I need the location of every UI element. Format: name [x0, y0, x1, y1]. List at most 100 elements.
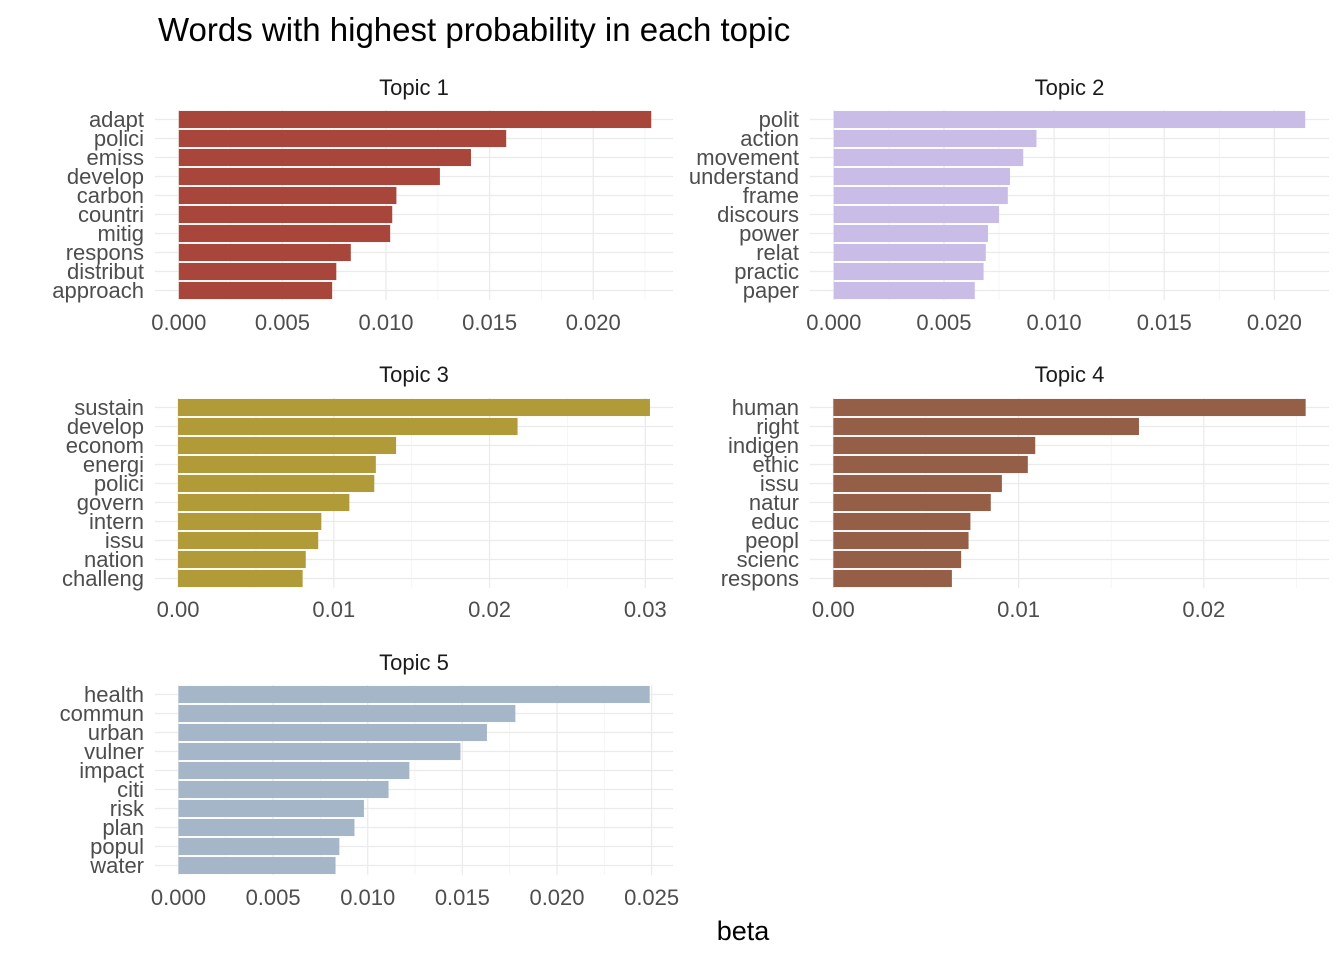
category-label: understand — [689, 164, 799, 189]
bar-urban — [178, 723, 487, 742]
bar-ethic — [833, 455, 1028, 474]
category-label: issu — [760, 471, 799, 496]
x-tick-label: 0.000 — [806, 310, 861, 335]
category-label: distribut — [67, 259, 144, 284]
category-label: intern — [89, 509, 144, 534]
bar-commun — [178, 704, 516, 723]
category-label: energi — [83, 452, 144, 477]
bar-polit — [833, 110, 1306, 129]
x-tick-label: 0.000 — [151, 885, 206, 910]
bar-emiss — [178, 148, 471, 167]
bar-scienc — [833, 550, 962, 569]
x-tick-label: 0.015 — [462, 310, 517, 335]
facet-topic-1: Topic 1 adaptpoliciemissdevelopcarboncoun… — [52, 75, 673, 335]
x-tick-label: 0.020 — [529, 885, 584, 910]
bar-action — [833, 129, 1037, 148]
facet-title: Topic 1 — [379, 75, 449, 100]
category-label: scienc — [737, 547, 799, 572]
x-tick-label: 0.01 — [997, 597, 1040, 622]
category-label: popul — [90, 834, 144, 859]
category-label: risk — [110, 796, 145, 821]
bar-relat — [833, 243, 986, 262]
category-label: issu — [105, 528, 144, 553]
x-tick-label: 0.03 — [624, 597, 667, 622]
category-label: polici — [94, 126, 144, 151]
facet-title: Topic 5 — [379, 650, 449, 675]
bar-polici — [178, 474, 375, 493]
category-label: movement — [696, 145, 799, 170]
facet-title: Topic 4 — [1035, 362, 1105, 387]
bar-vulner — [178, 742, 461, 761]
bar-issu — [833, 474, 1002, 493]
bar-govern — [178, 493, 350, 512]
x-tick-label: 0.00 — [157, 597, 200, 622]
bar-water — [178, 856, 336, 875]
category-label: adapt — [89, 107, 144, 132]
facet-topic-3: Topic 3 sustaindevelopeconomenergipolicig… — [62, 362, 673, 622]
bar-impact — [178, 761, 410, 780]
bar-challeng — [178, 569, 303, 588]
x-tick-label: 0.010 — [358, 310, 413, 335]
category-label: urban — [88, 720, 144, 745]
facet-topic-4: Topic 4 humanrightindigenethicissunatured… — [721, 362, 1329, 622]
bar-polici — [178, 129, 507, 148]
bar-power — [833, 224, 988, 243]
category-label: econom — [66, 433, 144, 458]
bar-distribut — [178, 262, 337, 281]
bar-plan — [178, 818, 355, 837]
x-tick-label: 0.020 — [566, 310, 621, 335]
x-tick-label: 0.020 — [1247, 310, 1302, 335]
facet-title: Topic 2 — [1035, 75, 1105, 100]
x-tick-label: 0.005 — [255, 310, 310, 335]
bar-mitig — [178, 224, 391, 243]
bar-human — [833, 398, 1306, 417]
category-label: impact — [79, 758, 144, 783]
bar-popul — [178, 837, 340, 856]
bar-develop — [178, 417, 518, 436]
bar-nation — [178, 550, 306, 569]
x-tick-label: 0.005 — [916, 310, 971, 335]
bar-paper — [833, 281, 975, 300]
x-tick-label: 0.005 — [246, 885, 301, 910]
bar-respons — [833, 569, 952, 588]
bar-carbon — [178, 186, 397, 205]
category-label: vulner — [84, 739, 144, 764]
category-label: paper — [743, 278, 799, 303]
category-label: human — [732, 395, 799, 420]
bar-risk — [178, 799, 364, 818]
category-label: govern — [77, 490, 144, 515]
category-label: educ — [751, 509, 799, 534]
x-tick-label: 0.015 — [1137, 310, 1192, 335]
bar-intern — [178, 512, 322, 531]
category-label: approach — [52, 278, 144, 303]
bar-indigen — [833, 436, 1036, 455]
bar-citi — [178, 780, 389, 799]
x-tick-label: 0.01 — [312, 597, 355, 622]
category-label: citi — [117, 777, 144, 802]
bar-natur — [833, 493, 991, 512]
category-label: power — [739, 221, 799, 246]
category-label: develop — [67, 414, 144, 439]
category-label: ethic — [753, 452, 799, 477]
category-label: health — [84, 682, 144, 707]
category-label: relat — [756, 240, 799, 265]
category-label: emiss — [87, 145, 144, 170]
category-label: action — [740, 126, 799, 151]
category-label: mitig — [98, 221, 144, 246]
bar-educ — [833, 512, 971, 531]
bar-respons — [178, 243, 351, 262]
bar-discours — [833, 205, 1000, 224]
bar-peopl — [833, 531, 969, 550]
category-label: frame — [743, 183, 799, 208]
category-label: polit — [759, 107, 799, 132]
bar-countri — [178, 205, 393, 224]
bar-health — [178, 685, 650, 704]
category-label: indigen — [728, 433, 799, 458]
bar-approach — [178, 281, 333, 300]
bar-right — [833, 417, 1139, 436]
bar-econom — [178, 436, 397, 455]
category-label: discours — [717, 202, 799, 227]
x-tick-label: 0.02 — [1182, 597, 1225, 622]
x-tick-label: 0.025 — [624, 885, 679, 910]
